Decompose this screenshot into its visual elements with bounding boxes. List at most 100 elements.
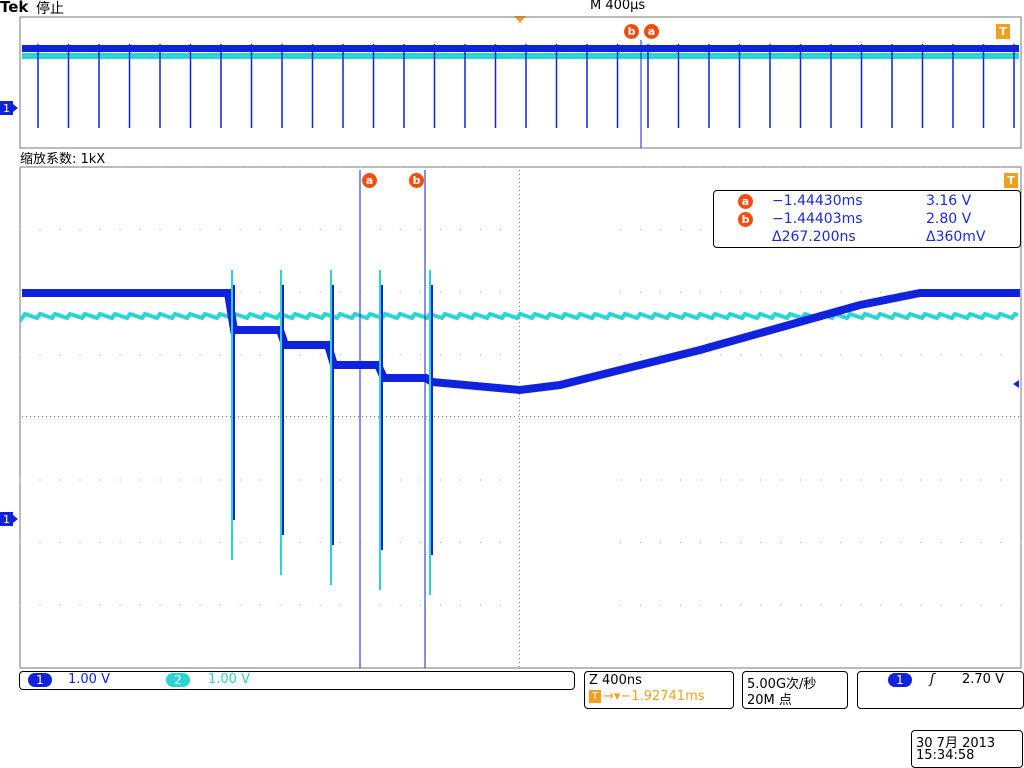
grid-dot bbox=[319, 542, 321, 544]
grid-dot bbox=[119, 604, 121, 606]
trigger-level: 2.70 V bbox=[962, 672, 1004, 687]
grid-dot bbox=[299, 166, 301, 168]
grid-dot bbox=[519, 214, 520, 215]
grid-dot bbox=[462, 416, 463, 417]
trigger-level-arrow[interactable] bbox=[1013, 380, 1019, 388]
grid-dot bbox=[70, 416, 71, 417]
grid-dot bbox=[780, 479, 782, 481]
grid-dot bbox=[900, 354, 902, 356]
grid-dot bbox=[850, 416, 851, 417]
grid-dot bbox=[658, 416, 659, 417]
grid-dot bbox=[34, 416, 35, 417]
grid-dot bbox=[700, 542, 702, 544]
grid-dot bbox=[620, 354, 622, 356]
channel-bar[interactable]: 1 1.00 V 2 1.00 V bbox=[19, 671, 575, 690]
grid-dot bbox=[199, 667, 201, 669]
ch1-trace bbox=[22, 289, 1020, 395]
ch2-badge[interactable]: 2 bbox=[166, 673, 190, 687]
grid-dot bbox=[519, 362, 520, 363]
grid-dot bbox=[279, 166, 281, 168]
grid-dot bbox=[660, 604, 662, 606]
record-length: 20M 点 bbox=[747, 693, 792, 708]
grid-dot bbox=[519, 206, 520, 207]
grid-dot bbox=[519, 410, 520, 411]
grid-dot bbox=[980, 166, 982, 168]
grid-dot bbox=[950, 416, 951, 417]
grid-dot bbox=[194, 416, 195, 417]
grid-dot bbox=[586, 416, 587, 417]
grid-dot bbox=[339, 354, 341, 356]
grid-dot bbox=[362, 416, 363, 417]
grid-dot bbox=[490, 416, 491, 417]
grid-dot bbox=[519, 606, 520, 607]
grid-dot bbox=[519, 554, 520, 555]
grid-dot bbox=[519, 270, 520, 271]
grid-dot bbox=[219, 604, 221, 606]
grid-dot bbox=[880, 166, 882, 168]
grid-dot bbox=[519, 398, 520, 399]
grid-dot bbox=[274, 416, 275, 417]
grid-dot bbox=[519, 222, 520, 223]
grid-dot bbox=[519, 246, 520, 247]
grid-dot bbox=[519, 218, 520, 219]
grid-dot bbox=[620, 291, 622, 293]
grid-dot bbox=[519, 494, 520, 495]
grid-dot bbox=[640, 604, 642, 606]
grid-dot bbox=[820, 291, 822, 293]
grid-dot bbox=[780, 542, 782, 544]
grid-dot bbox=[820, 667, 822, 669]
grid-dot bbox=[626, 416, 627, 417]
grid-dot bbox=[802, 416, 803, 417]
grid-dot bbox=[519, 662, 520, 663]
grid-dot bbox=[334, 416, 335, 417]
grid-dot bbox=[602, 416, 603, 417]
grid-dot bbox=[1000, 667, 1002, 669]
acquisition-panel[interactable]: 5.00G次/秒 20M 点 bbox=[742, 671, 848, 709]
grid-dot bbox=[800, 166, 802, 168]
grid-dot bbox=[439, 291, 441, 293]
grid-dot bbox=[519, 622, 520, 623]
grid-dot bbox=[960, 604, 962, 606]
cursor-a-marker[interactable]: a bbox=[362, 173, 377, 188]
zoom-timebase-panel[interactable]: Z 400ns T →▾−1.92741ms bbox=[584, 671, 734, 709]
grid-dot bbox=[519, 586, 520, 587]
grid-dot bbox=[199, 229, 201, 231]
grid-dot bbox=[299, 542, 301, 544]
grid-dot bbox=[740, 479, 742, 481]
grid-dot bbox=[502, 416, 503, 417]
grid-dot bbox=[419, 229, 421, 231]
grid-dot bbox=[159, 604, 161, 606]
grid-dot bbox=[760, 291, 762, 293]
grid-dot bbox=[339, 604, 341, 606]
trigger-panel[interactable]: 1 ʃ 2.70 V bbox=[857, 671, 1024, 709]
grid-dot bbox=[1020, 291, 1022, 293]
grid-dot bbox=[662, 416, 663, 417]
grid-dot bbox=[519, 242, 520, 243]
grid-dot bbox=[230, 416, 231, 417]
ch1-ground-marker-main[interactable]: 1 bbox=[0, 512, 18, 526]
grid-dot bbox=[660, 667, 662, 669]
grid-dot bbox=[519, 426, 520, 427]
grid-dot bbox=[519, 210, 520, 211]
ch1-ground-marker-overview[interactable]: 1 bbox=[0, 101, 18, 115]
grid-dot bbox=[1000, 354, 1002, 356]
date-label: 30 7月 2013 bbox=[916, 736, 996, 751]
grid-dot bbox=[499, 166, 501, 168]
grid-dot bbox=[394, 416, 395, 417]
grid-dot bbox=[818, 416, 819, 417]
grid-dot bbox=[99, 667, 101, 669]
grid-dot bbox=[519, 294, 520, 295]
grid-dot bbox=[960, 166, 962, 168]
grid-dot bbox=[354, 416, 355, 417]
readout-row-a: a −1.44430ms 3.16 V bbox=[714, 193, 1020, 211]
grid-dot bbox=[740, 542, 742, 544]
grid-dot bbox=[439, 604, 441, 606]
grid-dot bbox=[758, 416, 759, 417]
cursor-b-marker[interactable]: b bbox=[409, 173, 424, 188]
ch1-badge[interactable]: 1 bbox=[28, 673, 52, 687]
grid-dot bbox=[39, 229, 41, 231]
grid-dot bbox=[519, 298, 520, 299]
grid-dot bbox=[940, 667, 942, 669]
grid-dot bbox=[519, 198, 520, 199]
grid-dot bbox=[498, 416, 499, 417]
